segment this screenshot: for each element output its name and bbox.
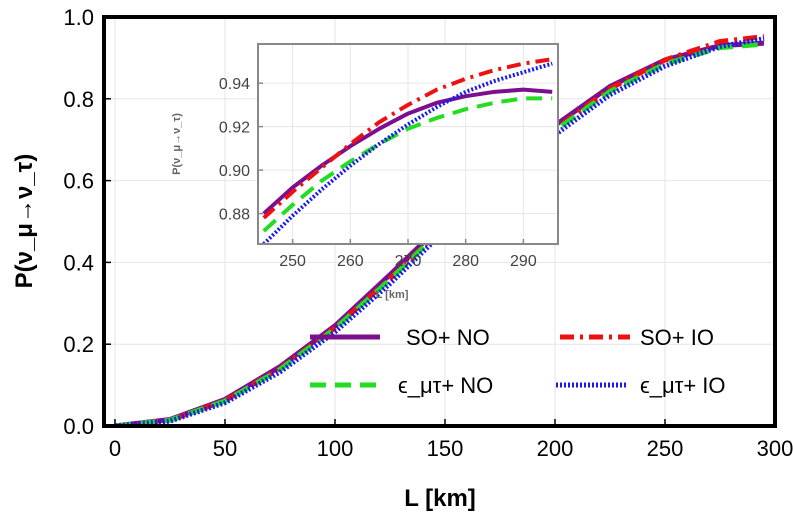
inset-grid [258, 44, 558, 244]
inset-y-tick-label: 0.94 [219, 76, 250, 93]
legend-label-so-io: SO+ IO [640, 325, 714, 350]
main-y-tick-label: 0.2 [63, 332, 94, 357]
inset-y-tick-label: 0.88 [219, 207, 250, 224]
inset-x-tick-label: 290 [510, 253, 537, 270]
main-x-tick-label: 300 [757, 436, 793, 461]
main-x-tick-label: 200 [537, 436, 574, 461]
main-x-tick-label: 50 [213, 436, 237, 461]
main-y-tick-label: 1.0 [63, 5, 94, 30]
main-y-tick-label: 0.8 [63, 87, 94, 112]
main-y-tick-labels: 0.0 0.2 0.4 0.6 0.8 1.0 [63, 5, 94, 439]
legend-label-so-no: SO+ NO [406, 325, 490, 350]
y-axis-label: P(ν_μ→ν_τ) [11, 154, 38, 289]
main-y-tick-label: 0.4 [63, 250, 94, 275]
x-axis-label: L [km] [404, 485, 476, 512]
main-x-tick-label: 0 [109, 436, 121, 461]
main-x-tick-labels: 0 50 100 150 200 250 300 [109, 436, 793, 461]
inset-tick-marks [258, 82, 525, 244]
legend-label-emt-io: ϵ_μτ+ IO [640, 373, 726, 398]
inset-x-axis-label: L [km] [376, 289, 409, 301]
legend-label-emt-no: ϵ_μτ+ NO [398, 373, 493, 398]
inset-series-line [262, 96, 553, 233]
inset-y-tick-label: 0.92 [219, 120, 250, 137]
inset-curves [262, 57, 553, 244]
legend: SO+ NO SO+ IO ϵ_μτ+ NO ϵ_μτ+ IO [310, 325, 726, 398]
main-y-tick-label: 0.6 [63, 169, 94, 194]
inset-x-tick-label: 250 [279, 253, 306, 270]
inset-y-axis-label: P(ν_μ→ν_τ) [171, 113, 183, 175]
main-x-tick-label: 150 [427, 436, 464, 461]
main-series-line [114, 34, 765, 426]
inset-series-line [262, 57, 553, 220]
inset-x-tick-label: 280 [452, 253, 479, 270]
inset-x-tick-labels: 250 260 270 280 290 [279, 253, 537, 270]
main-tick-marks [104, 16, 776, 427]
inset-x-tick-label: 270 [395, 253, 422, 270]
inset-y-tick-label: 0.90 [219, 163, 250, 180]
main-y-tick-label: 0.0 [63, 414, 94, 439]
main-x-tick-label: 250 [647, 436, 684, 461]
main-series-line [114, 41, 765, 426]
main-x-tick-label: 100 [317, 436, 354, 461]
main-frame [102, 15, 777, 428]
inset-y-tick-labels: 0.88 0.90 0.92 0.94 [219, 76, 250, 223]
inset-x-tick-label: 260 [337, 253, 364, 270]
inset-series-line [262, 87, 553, 216]
